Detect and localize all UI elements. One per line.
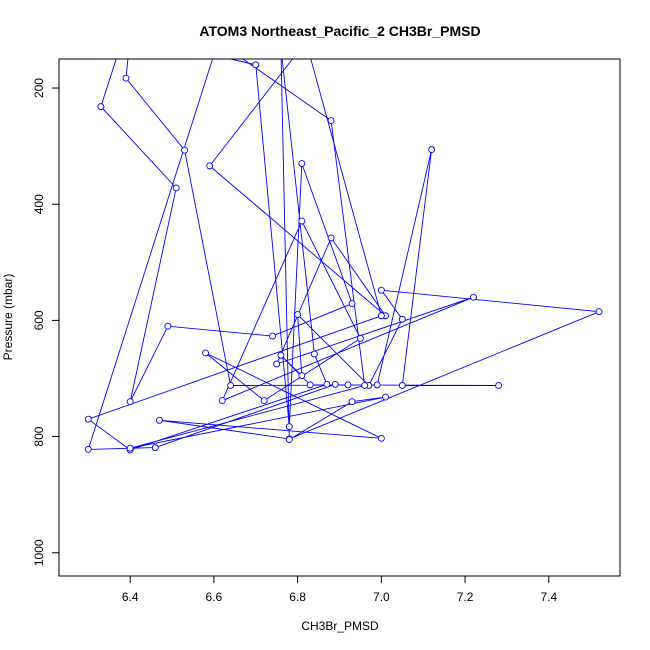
y-tick-label: 600 [32,310,46,330]
data-point [278,44,284,50]
data-point [164,322,172,330]
data-point [348,300,356,308]
x-tick-label: 7.4 [540,590,557,604]
data-point [398,382,406,389]
data-point [119,39,125,45]
data-point [470,293,477,301]
x-tick-label: 6.8 [289,590,306,604]
plot-series [84,33,603,454]
data-point [377,434,385,442]
data-point [273,360,281,368]
data-point [285,436,293,443]
plot-frame [58,58,621,577]
x-axis: 6.4 6.6 6.8 7.0 7.2 7.4 [122,576,557,604]
data-point [215,39,221,45]
data-point [285,423,293,431]
data-point [331,380,339,388]
data-point [303,39,309,45]
y-tick-label: 200 [32,78,46,98]
y-axis: 200 400 600 800 1000 [32,78,59,566]
data-point [181,146,189,154]
data-point [327,234,335,242]
data-point [310,350,318,358]
data-point [323,380,331,388]
data-point [126,444,134,452]
data-point [298,160,306,168]
data-point [269,332,276,340]
data-point [595,308,603,316]
data-point [260,397,268,405]
data-point [382,393,390,401]
data-point [172,184,180,192]
data-point [348,398,356,406]
x-tick-label: 6.6 [206,590,223,604]
data-point [218,397,226,405]
data-point [127,33,133,39]
data-point [252,61,260,69]
x-tick-label: 7.2 [457,590,474,604]
data-point [298,217,306,225]
data-point [361,382,369,389]
data-point [428,146,436,154]
data-point [344,381,352,389]
data-point [202,349,209,357]
data-point [373,381,381,389]
data-point [126,398,134,406]
data-point [356,334,364,342]
y-axis-label: Pressure (mbar) [1,274,15,361]
data-point [277,351,285,359]
data-point [151,444,159,452]
data-point [122,74,130,82]
data-point [227,382,235,389]
data-point [495,382,503,389]
data-point [206,162,214,170]
y-tick-label: 1000 [32,539,46,566]
x-tick-label: 7.0 [373,590,390,604]
data-point [398,315,406,323]
x-tick-label: 6.4 [122,590,139,604]
chart-title: ATOM3 Northeast_Pacific_2 CH3Br_PMSD [199,23,480,39]
data-point [327,117,335,125]
y-tick-label: 400 [32,194,46,214]
data-point [84,415,92,423]
x-axis-label: CH3Br_PMSD [301,619,379,633]
data-point [306,381,314,389]
data-point [377,312,385,320]
series-line [87,59,600,451]
data-point [298,372,306,380]
data-point [84,445,92,453]
data-point [156,416,163,424]
data-point [294,311,302,319]
data-point [97,103,105,111]
y-tick-label: 800 [32,426,46,446]
data-point [377,286,385,294]
